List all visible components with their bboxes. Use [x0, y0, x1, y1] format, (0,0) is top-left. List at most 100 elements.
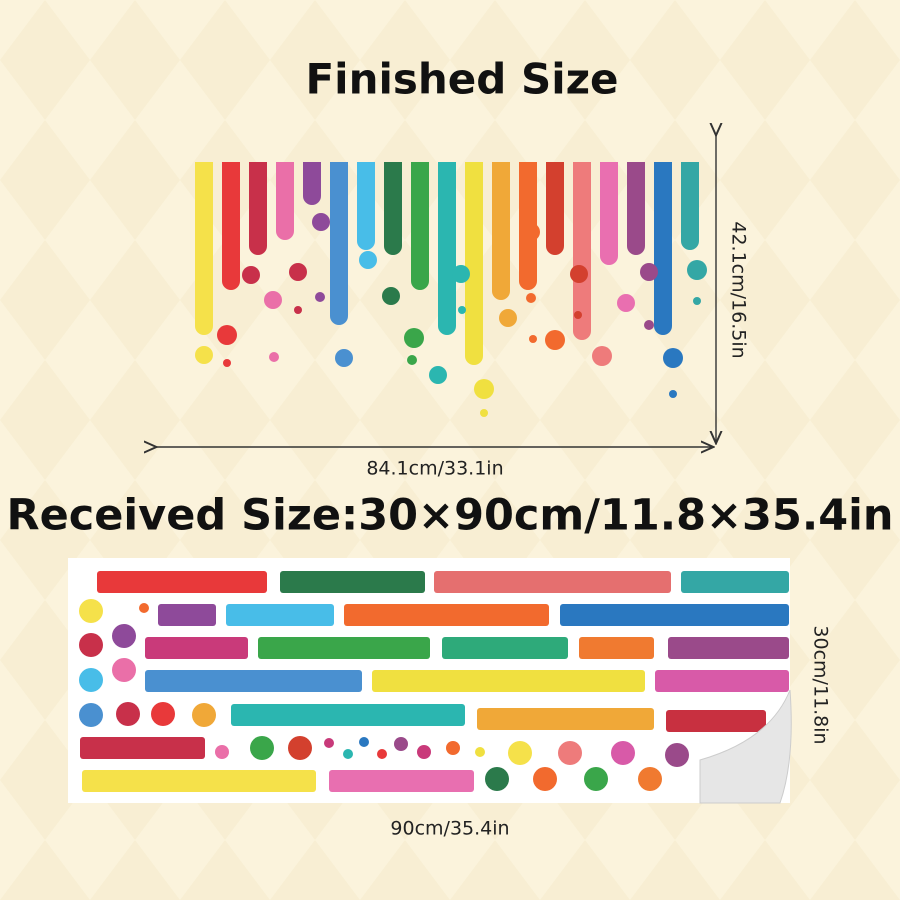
drip-dot [529, 335, 537, 343]
sticker-strip [97, 571, 267, 593]
drip [330, 162, 348, 325]
sticker-strip [666, 710, 766, 732]
sticker-strip [579, 637, 654, 659]
sticker-dot [151, 702, 175, 726]
drip-top [330, 162, 348, 174]
drip-dot [404, 328, 424, 348]
drip [195, 162, 213, 335]
sticker-dot [665, 743, 689, 767]
drip-dot [574, 311, 582, 319]
drip-dot [242, 266, 260, 284]
finished-width-label: 84.1cm/33.1in [366, 458, 503, 480]
drip [654, 162, 672, 335]
sticker-strip [82, 770, 316, 792]
sticker-strip [145, 637, 248, 659]
sticker-dot [558, 741, 582, 765]
sticker-dot [508, 741, 532, 765]
sticker-dot [359, 737, 369, 747]
sticker-dot [485, 767, 509, 791]
received-width-label: 90cm/35.4in [390, 818, 509, 840]
drip-dot [382, 287, 400, 305]
drip-dot [335, 349, 353, 367]
drip [627, 162, 645, 255]
drip-dot [217, 325, 237, 345]
drip-top [303, 162, 321, 174]
sticker-dot [533, 767, 557, 791]
drip-dot [640, 263, 658, 281]
drip-dot [264, 291, 282, 309]
drip [600, 162, 618, 265]
sticker-strip [226, 604, 334, 626]
drip-decal [195, 162, 707, 417]
drip-dot [269, 352, 279, 362]
drip [681, 162, 699, 250]
sticker-strip [231, 704, 465, 726]
drip-dot [617, 294, 635, 312]
sticker-strip [655, 670, 789, 692]
sticker-dot [288, 736, 312, 760]
drip-dot [294, 306, 302, 314]
drip-dot [407, 355, 417, 365]
received-height-label: 30cm/11.8in [810, 625, 832, 744]
drip-dot [429, 366, 447, 384]
sticker-strip [258, 637, 430, 659]
sticker-strip [280, 571, 425, 593]
drip-top [681, 162, 699, 174]
sticker-dot [112, 624, 136, 648]
drip-top [519, 162, 537, 174]
sticker-dot [377, 749, 387, 759]
drip-dot [452, 265, 470, 283]
drip-dot [289, 263, 307, 281]
sticker-dot [417, 745, 431, 759]
drip [249, 162, 267, 255]
drip-dot [644, 320, 654, 330]
drip-top [546, 162, 564, 174]
sticker-dot [324, 738, 334, 748]
drip-top [627, 162, 645, 174]
sticker-strip [158, 604, 216, 626]
drip-top [384, 162, 402, 174]
drip-top [600, 162, 618, 174]
sticker-strip [344, 604, 549, 626]
drip-dot [458, 306, 466, 314]
sticker-dot [79, 703, 103, 727]
sticker-dot [446, 741, 460, 755]
sticker-strip [668, 637, 789, 659]
drip-top [276, 162, 294, 174]
sticker-dot [79, 633, 103, 657]
drip-dot [526, 293, 536, 303]
sticker-dot [250, 736, 274, 760]
sticker-dot [638, 767, 662, 791]
sticker-strip [560, 604, 789, 626]
sticker-dot [112, 658, 136, 682]
sticker-dot [394, 737, 408, 751]
drip-dot [223, 359, 231, 367]
sticker-strip [372, 670, 645, 692]
drip-dot [592, 346, 612, 366]
drip-dot [687, 260, 707, 280]
drip [222, 162, 240, 290]
sticker-strip [442, 637, 568, 659]
sheet-stickers [79, 571, 789, 792]
drip-top [654, 162, 672, 174]
peel-corner [699, 689, 792, 804]
sticker-dot [116, 702, 140, 726]
drip-top [465, 162, 483, 174]
sticker-dot [611, 741, 635, 765]
drip-dot [315, 292, 325, 302]
sticker-dot [192, 703, 216, 727]
sticker-strip [145, 670, 362, 692]
drip [465, 162, 483, 365]
drip-top [438, 162, 456, 174]
sticker-strip [329, 770, 474, 792]
drip-dot [312, 213, 330, 231]
drip-dot [570, 265, 588, 283]
sticker-strip [681, 571, 789, 593]
drip-top [195, 162, 213, 174]
sticker-dot [343, 749, 353, 759]
drip-top [492, 162, 510, 174]
drip-dot [359, 251, 377, 269]
drip-dot [480, 409, 488, 417]
drip-dot [474, 379, 494, 399]
